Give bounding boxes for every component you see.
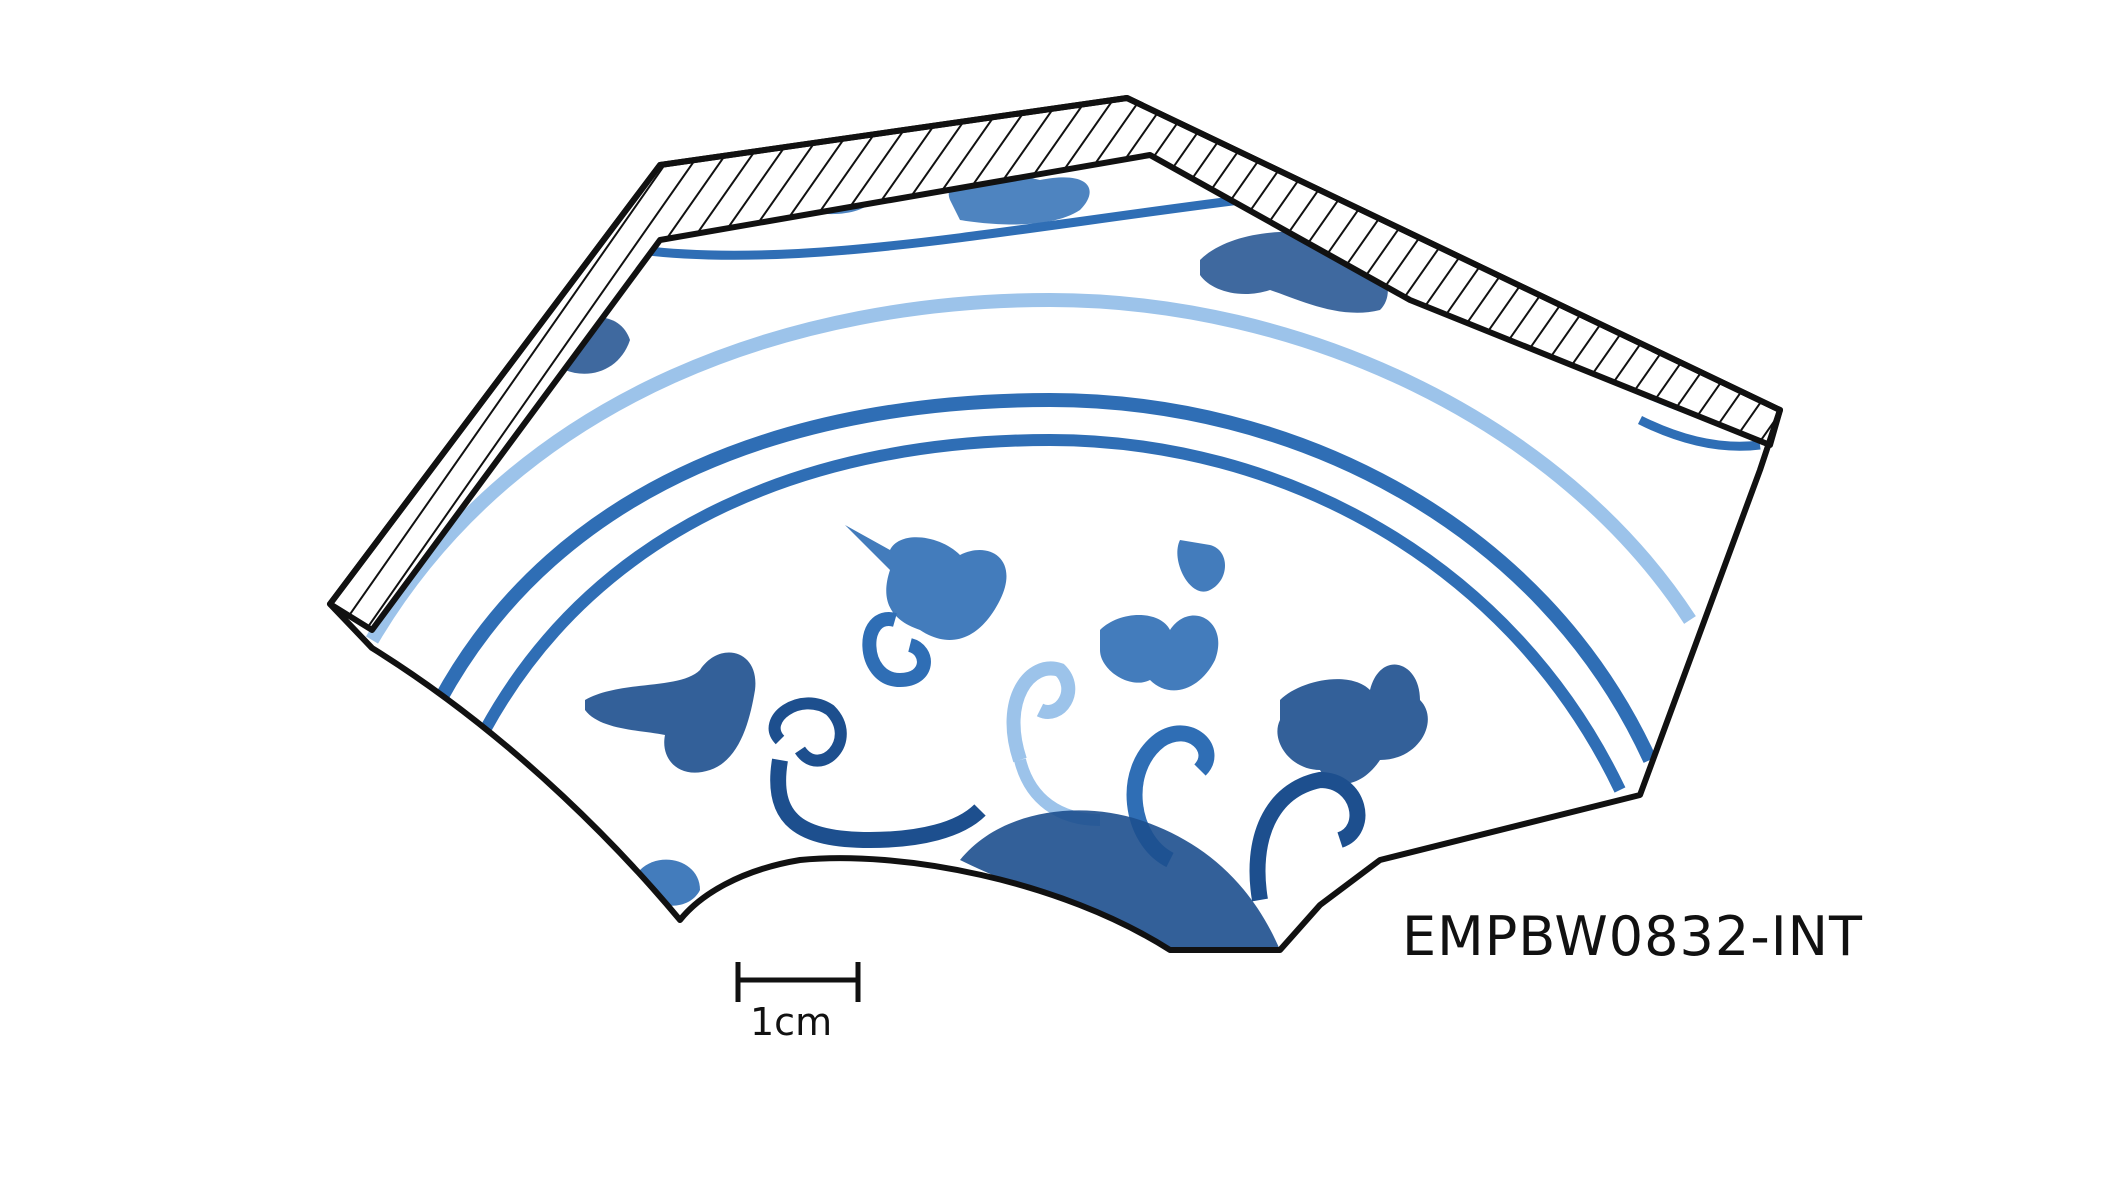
rim-band-line [639,195,1241,260]
inner-ring [433,392,1657,763]
floral-mass [960,810,1280,950]
floral-scroll [768,697,847,767]
sherd-outline [327,95,1783,953]
rim-band-line [1637,415,1761,451]
blue-decoration [365,169,1761,950]
scale-bar [735,962,861,1002]
floral-motif [845,525,1007,640]
inner-ring [479,433,1626,793]
floral-motif [1177,540,1225,592]
specimen-id-label: EMPBW0832-INT [1402,905,1864,968]
floral-stem [770,758,986,849]
floral-motif [585,652,756,773]
floral-motif [1100,615,1219,691]
floral-scroll [1006,661,1076,763]
outer-ring [365,292,1696,644]
floral-scroll [862,612,931,688]
floral-scroll [1249,771,1366,902]
scale-bar-label: 1cm [750,1000,833,1044]
floral-motif [1277,664,1428,784]
